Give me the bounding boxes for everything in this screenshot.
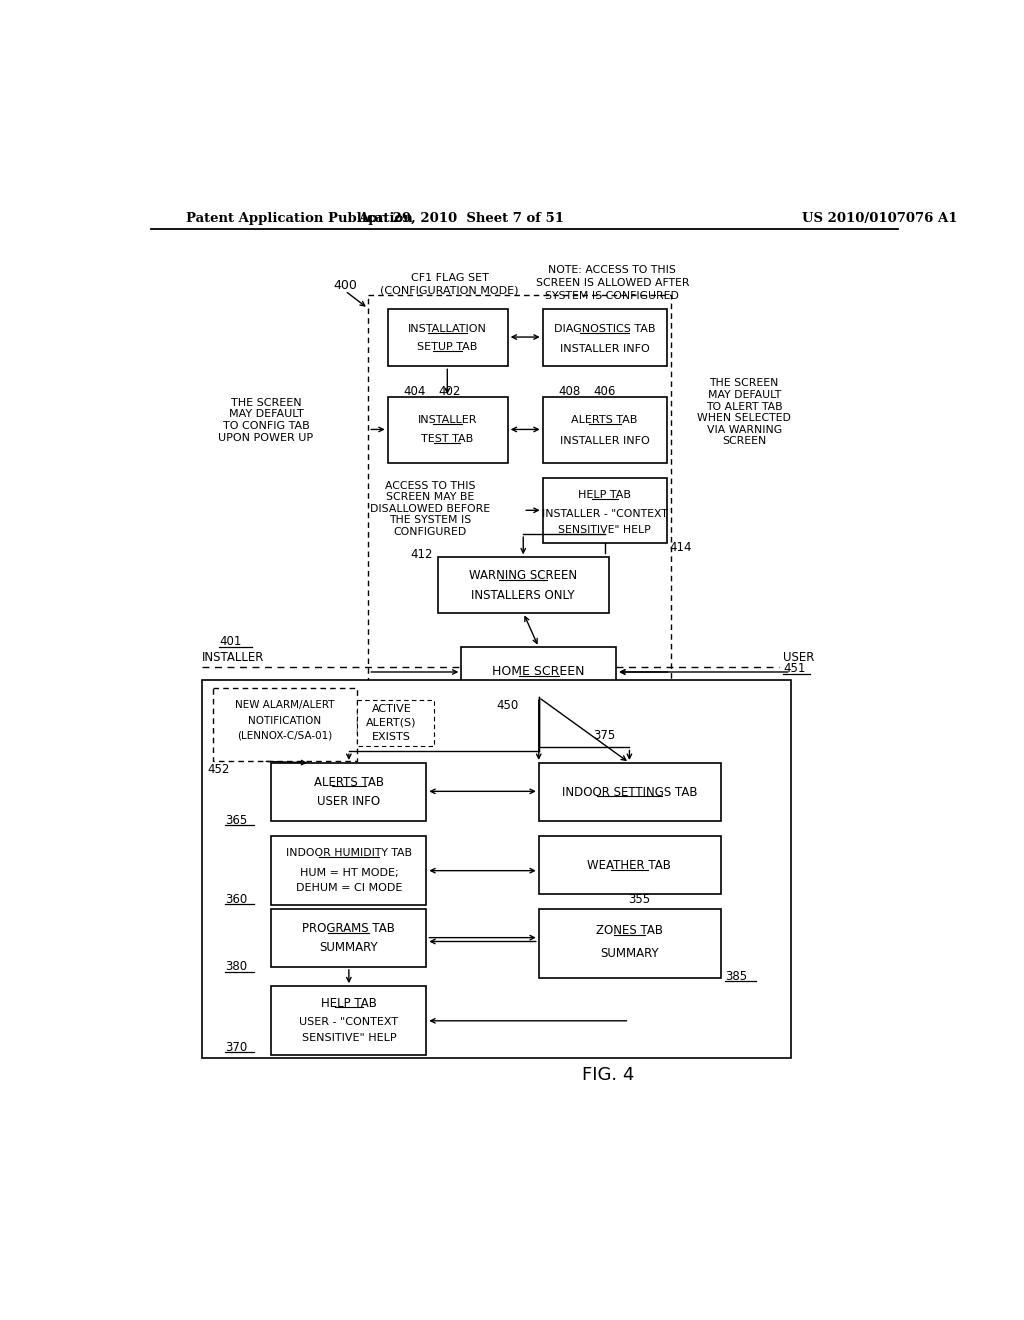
Text: INDOOR HUMIDITY TAB: INDOOR HUMIDITY TAB — [286, 847, 412, 858]
Text: USER INFO: USER INFO — [317, 795, 381, 808]
Text: ACTIVE: ACTIVE — [372, 704, 412, 714]
Text: Apr. 29, 2010  Sheet 7 of 51: Apr. 29, 2010 Sheet 7 of 51 — [358, 213, 564, 224]
Text: 365: 365 — [225, 814, 247, 828]
Text: PROGRAMS TAB: PROGRAMS TAB — [302, 921, 395, 935]
Bar — [202, 681, 791, 1057]
Text: HELP TAB: HELP TAB — [579, 490, 631, 500]
Text: HOME SCREEN: HOME SCREEN — [493, 665, 585, 678]
Text: 370: 370 — [225, 1041, 247, 1055]
Text: 355: 355 — [628, 892, 650, 906]
Text: USER: USER — [783, 651, 814, 664]
Text: INDOOR SETTINGS TAB: INDOOR SETTINGS TAB — [562, 785, 697, 799]
Text: INSTALLER: INSTALLER — [418, 416, 477, 425]
Text: US 2010/0107076 A1: US 2010/0107076 A1 — [802, 213, 957, 224]
Text: SENSITIVE" HELP: SENSITIVE" HELP — [558, 524, 651, 535]
Text: (LENNOX-C/SA-01): (LENNOX-C/SA-01) — [237, 731, 332, 741]
Bar — [356, 700, 434, 746]
Bar — [271, 986, 426, 1056]
Text: WEATHER TAB: WEATHER TAB — [588, 859, 672, 871]
Bar — [388, 309, 508, 367]
Text: INSTALLER - "CONTEXT: INSTALLER - "CONTEXT — [542, 510, 668, 519]
Text: INSTALLER INFO: INSTALLER INFO — [560, 343, 649, 354]
Text: 375: 375 — [593, 730, 615, 742]
Text: FIG. 4: FIG. 4 — [583, 1065, 635, 1084]
Bar — [539, 909, 721, 978]
Text: THE SCREEN
MAY DEFAULT
TO CONFIG TAB
UPON POWER UP: THE SCREEN MAY DEFAULT TO CONFIG TAB UPO… — [218, 397, 313, 442]
Text: INSTALLER: INSTALLER — [202, 651, 264, 664]
Text: SYSTEM IS CONFIGURED: SYSTEM IS CONFIGURED — [546, 292, 679, 301]
Text: NEW ALARM/ALERT: NEW ALARM/ALERT — [234, 700, 334, 710]
Text: ALERTS TAB: ALERTS TAB — [314, 776, 384, 788]
Text: Patent Application Publication: Patent Application Publication — [186, 213, 413, 224]
Text: ALERTS TAB: ALERTS TAB — [571, 416, 638, 425]
Text: DEHUM = CI MODE: DEHUM = CI MODE — [296, 883, 402, 894]
Bar — [213, 688, 356, 762]
Text: 414: 414 — [669, 541, 691, 554]
Text: THE SCREEN
MAY DEFAULT
TO ALERT TAB
WHEN SELECTED
VIA WARNING
SCREEN: THE SCREEN MAY DEFAULT TO ALERT TAB WHEN… — [697, 379, 792, 446]
Text: SUMMARY: SUMMARY — [319, 941, 378, 954]
Text: SETUP TAB: SETUP TAB — [417, 342, 477, 352]
Text: 412: 412 — [410, 548, 432, 561]
Bar — [271, 836, 426, 906]
Text: SENSITIVE" HELP: SENSITIVE" HELP — [301, 1032, 396, 1043]
Text: 452: 452 — [207, 763, 229, 776]
Text: 408: 408 — [558, 385, 581, 399]
Text: 360: 360 — [225, 892, 247, 906]
Text: ALERT(S): ALERT(S) — [367, 718, 417, 727]
Text: TEST TAB: TEST TAB — [421, 434, 473, 445]
Bar — [388, 397, 508, 462]
Text: EXISTS: EXISTS — [372, 731, 411, 742]
Text: NOTIFICATION: NOTIFICATION — [248, 715, 322, 726]
Text: 451: 451 — [783, 663, 805, 676]
Text: 406: 406 — [594, 385, 616, 399]
Text: DIAGNOSTICS TAB: DIAGNOSTICS TAB — [554, 325, 655, 334]
Bar — [543, 397, 667, 462]
Bar — [539, 836, 721, 894]
Text: 380: 380 — [225, 961, 247, 973]
Text: SCREEN IS ALLOWED AFTER: SCREEN IS ALLOWED AFTER — [536, 279, 689, 288]
Text: ZONES TAB: ZONES TAB — [596, 924, 663, 937]
Bar — [461, 647, 616, 697]
Text: 402: 402 — [438, 385, 461, 399]
Bar — [369, 296, 671, 711]
Bar — [543, 478, 667, 544]
Bar — [271, 763, 426, 821]
Text: 401: 401 — [219, 635, 242, 648]
Text: NOTE: ACCESS TO THIS: NOTE: ACCESS TO THIS — [549, 265, 676, 275]
Text: USER - "CONTEXT: USER - "CONTEXT — [299, 1018, 398, 1027]
Text: 385: 385 — [725, 970, 746, 982]
Text: WARNING SCREEN: WARNING SCREEN — [469, 569, 578, 582]
Bar — [543, 309, 667, 367]
Text: 404: 404 — [403, 385, 426, 399]
Text: 400: 400 — [334, 279, 357, 292]
Text: CF1 FLAG SET: CF1 FLAG SET — [411, 273, 488, 282]
Bar — [438, 557, 608, 612]
Text: HUM = HT MODE;: HUM = HT MODE; — [300, 869, 398, 878]
Text: 450: 450 — [496, 698, 518, 711]
Text: SUMMARY: SUMMARY — [600, 948, 658, 961]
Bar — [271, 909, 426, 966]
Bar — [539, 763, 721, 821]
Text: (CONFIGURATION MODE): (CONFIGURATION MODE) — [380, 286, 519, 296]
Text: ACCESS TO THIS
SCREEN MAY BE
DISALLOWED BEFORE
THE SYSTEM IS
CONFIGURED: ACCESS TO THIS SCREEN MAY BE DISALLOWED … — [371, 480, 490, 537]
Text: HELP TAB: HELP TAB — [321, 997, 377, 1010]
Text: INSTALLER INFO: INSTALLER INFO — [560, 436, 649, 446]
Text: INSTALLATION: INSTALLATION — [408, 325, 486, 334]
Text: INSTALLERS ONLY: INSTALLERS ONLY — [471, 589, 575, 602]
